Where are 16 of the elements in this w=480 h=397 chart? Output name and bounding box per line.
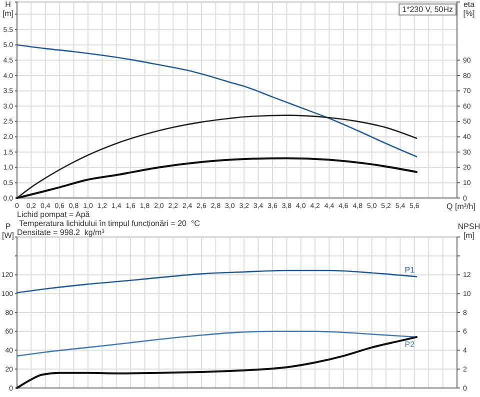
line-series xyxy=(16,157,418,199)
y2-axis-title: eta [%] xyxy=(463,0,476,18)
line-series xyxy=(16,114,418,199)
y2-axis-title: NPSH [m] xyxy=(458,222,480,240)
annotation: Densitate = 998.2 kg/m³ xyxy=(17,228,105,237)
chart-title: 1*230 V, 50Hz xyxy=(402,5,453,14)
series-label: P1 xyxy=(404,266,416,275)
line-series xyxy=(16,336,418,389)
line-series xyxy=(16,44,418,158)
x-axis-title: Q [m³/h] xyxy=(446,202,476,211)
line-series xyxy=(16,330,418,357)
y-axis-title: H [m] xyxy=(2,0,14,18)
series-label: P2 xyxy=(404,340,416,350)
text: Temperatura lichidului în timpul funcționări = 20 °C xyxy=(17,219,200,228)
text: Lichid pompat = Apă xyxy=(17,210,90,219)
y-axis-title: P [W] xyxy=(2,222,14,240)
